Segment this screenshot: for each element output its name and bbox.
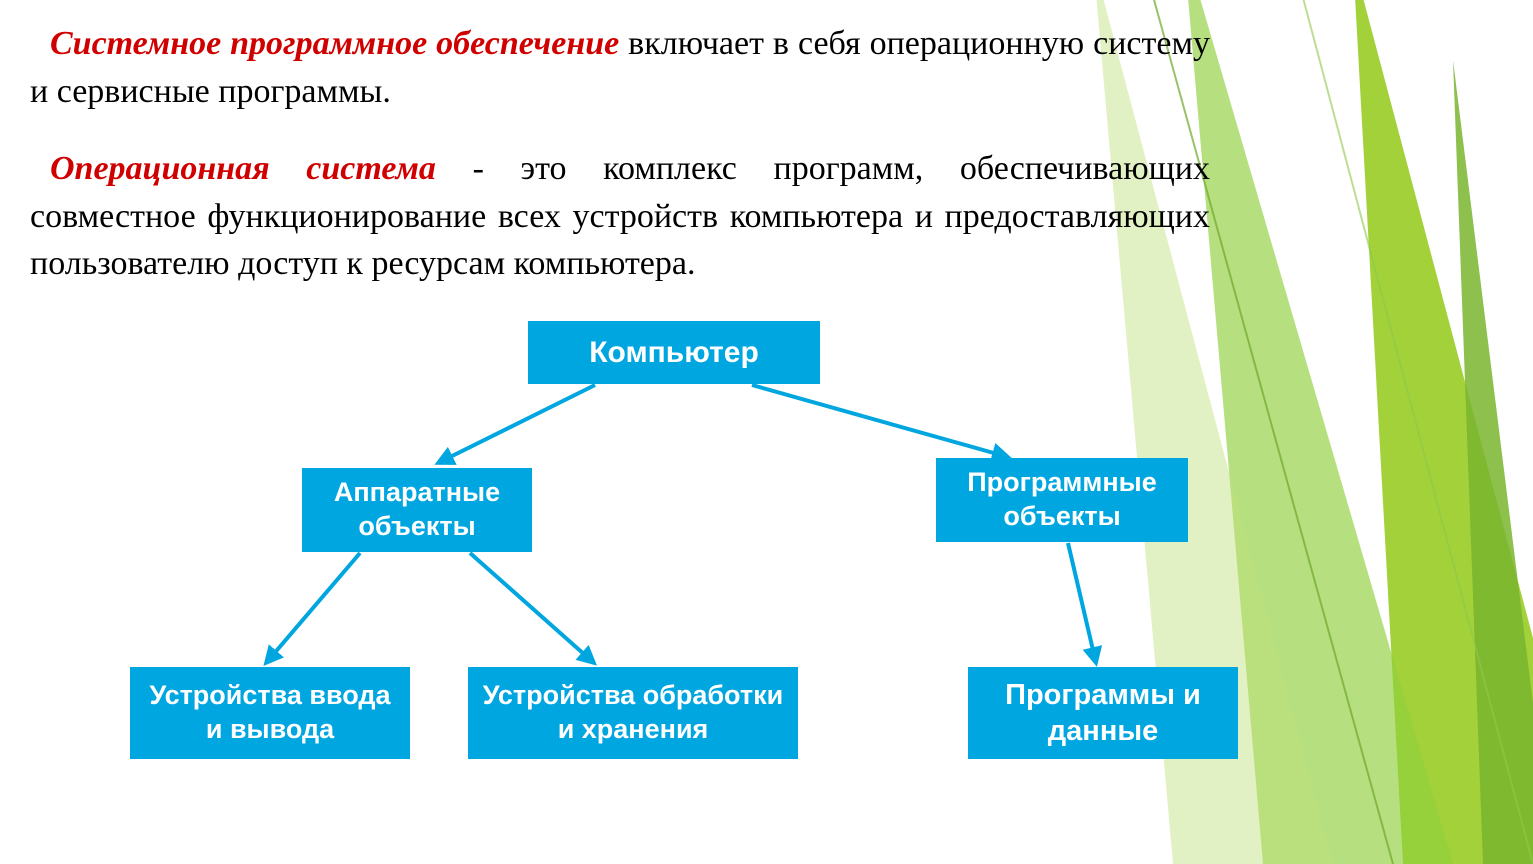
- diagram-edge-sw-progs: [1068, 543, 1096, 663]
- diagram-edge-root-sw: [752, 385, 1008, 457]
- term-1: Системное программное обеспечение: [50, 25, 619, 62]
- slide-content: Системное программное обеспечение включа…: [0, 0, 1533, 813]
- diagram-edge-hw-proc: [470, 553, 594, 663]
- diagram-edge-root-hw: [438, 385, 595, 463]
- diagram-node-hw: Аппаратные объекты: [302, 468, 532, 552]
- diagram-node-proc: Устройства обработки и хранения: [468, 667, 798, 759]
- paragraph-1: Системное программное обеспечение включа…: [30, 20, 1210, 115]
- diagram-container: Компьютер Аппаратные объекты Программные о…: [30, 313, 1370, 813]
- diagram-node-progs: Программы и данные: [968, 667, 1238, 759]
- diagram-node-io: Устройства ввода и вывода: [130, 667, 410, 759]
- diagram-node-root: Компьютер: [528, 321, 820, 384]
- term-2: Операционная система: [50, 150, 436, 187]
- diagram-edge-hw-io: [266, 553, 360, 663]
- diagram-node-sw: Программные объекты: [936, 458, 1188, 542]
- paragraph-2: Операционная система - это комплекс прог…: [30, 145, 1210, 288]
